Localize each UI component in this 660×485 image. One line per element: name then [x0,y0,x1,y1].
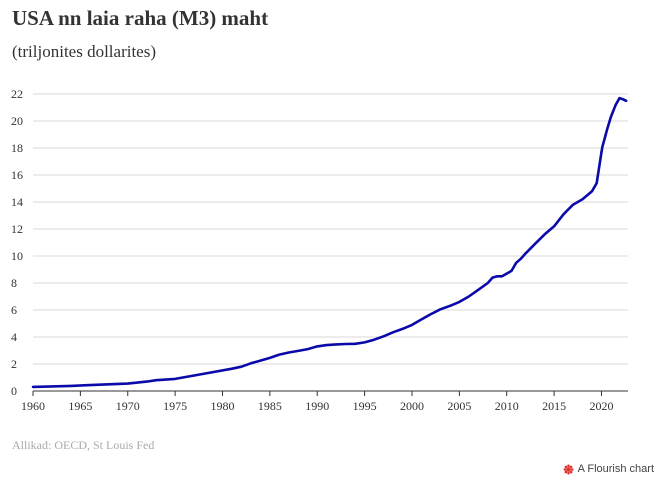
y-tick-label: 20 [11,114,23,128]
chart-subtitle: (triljonites dollarites) [12,42,156,61]
y-axis-ticks: 0 2 4 6 8 10 12 14 16 18 20 22 [11,87,23,398]
x-tick-label: 2015 [542,399,566,413]
x-tick-label: 1985 [258,399,282,413]
x-tick-label: 1960 [21,399,45,413]
chart-title: USA nn laia raha (M3) maht [12,6,269,30]
x-tick-label: 1980 [210,399,234,413]
flourish-brand-link[interactable]: A Flourish chart [563,463,654,475]
grid-lines [33,93,628,392]
x-tick-label: 1970 [116,399,140,413]
x-tick-label: 1995 [353,399,377,413]
x-tick-label: 2005 [447,399,471,413]
series-line-m3 [31,96,628,389]
x-tick-label: 1975 [163,399,187,413]
y-tick-label: 6 [11,303,17,317]
y-tick-label: 18 [11,141,23,155]
y-tick-label: 0 [11,384,17,398]
y-tick-label: 8 [11,276,17,290]
x-axis-ticks: 1960 1965 1970 1975 1980 1985 1990 1995 2000 2005… [21,391,613,413]
y-tick-label: 12 [11,222,23,236]
y-tick-label: 16 [11,168,23,182]
flourish-star-icon [563,464,574,474]
x-tick-label: 2000 [400,399,424,413]
y-tick-label: 22 [11,87,23,101]
source-note: Allikad: OECD, St Louis Fed [12,438,155,452]
y-tick-label: 2 [11,357,17,371]
x-tick-label: 2010 [495,399,519,413]
y-tick-label: 10 [11,249,23,263]
x-tick-label: 1990 [305,399,329,413]
x-tick-label: 2020 [589,399,613,413]
flourish-brand-label: A Flourish chart [577,463,654,475]
x-tick-label: 1965 [68,399,92,413]
y-tick-label: 14 [11,195,23,209]
y-tick-label: 4 [11,330,17,344]
